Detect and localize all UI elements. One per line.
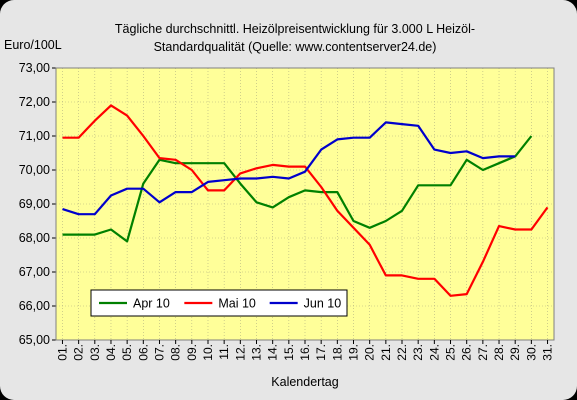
y-tick-label: 70,00 (19, 163, 50, 177)
x-tick-label: 28. (492, 344, 506, 361)
series-line-apr-10 (62, 135, 533, 243)
x-tick-label: 22. (395, 344, 409, 361)
x-tick-label: 13. (249, 344, 263, 361)
legend-label: Jun 10 (304, 297, 342, 311)
x-tick-label: 15. (282, 344, 296, 361)
x-tick-label: 07. (152, 344, 166, 361)
x-tick-label: 02. (72, 344, 86, 361)
x-tick-label: 08. (169, 344, 183, 361)
x-tick-label: 11. (217, 344, 231, 360)
x-tick-label: 31. (541, 344, 555, 361)
x-tick-label: 16. (298, 344, 312, 361)
y-tick-label: 73,00 (19, 61, 50, 75)
x-tick-label: 30. (524, 344, 538, 361)
x-tick-label: 18. (330, 344, 344, 361)
x-tick-label: 23. (411, 344, 425, 361)
x-tick-label: 20. (363, 344, 377, 361)
series-line-jun-10 (62, 121, 516, 216)
y-tick-label: 67,00 (19, 265, 50, 279)
x-tick-label: 26. (460, 344, 474, 361)
y-tick-label: 68,00 (19, 231, 50, 245)
y-axis-label: Euro/100L (4, 38, 62, 52)
y-tick-label: 65,00 (19, 333, 50, 347)
x-tick-label: 29. (508, 344, 522, 361)
x-tick-label: 10. (201, 344, 215, 361)
chart-title-line-1: Tägliche durchschnittl. Heizölpreisentwi… (114, 22, 476, 36)
y-tick-label: 66,00 (19, 299, 50, 313)
x-tick-label: 25. (444, 344, 458, 361)
y-tick-label: 69,00 (19, 197, 50, 211)
x-tick-label: 09. (185, 344, 199, 361)
x-axis-title: Kalendertag (271, 375, 338, 389)
x-tick-label: 27. (476, 344, 490, 361)
x-tick-label: 03. (88, 344, 102, 361)
y-tick-label: 71,00 (19, 129, 50, 143)
x-tick-label: 21. (379, 344, 393, 361)
legend-label: Apr 10 (133, 297, 170, 311)
chart-title: Tägliche durchschnittl. Heizölpreisentwi… (60, 20, 530, 56)
legend-label: Mai 10 (218, 297, 256, 311)
x-tick-label: 24. (427, 344, 441, 361)
x-tick-label: 06. (136, 344, 150, 361)
x-tick-label: 14. (266, 344, 280, 361)
chart-title-line-2: Standardqualität (Quelle: www.contentser… (153, 40, 437, 54)
x-tick-label: 04. (104, 344, 118, 361)
x-tick-label: 17. (314, 344, 328, 361)
x-tick-label: 12. (233, 344, 247, 361)
series-line-mai-10 (62, 104, 549, 297)
legend-box (90, 289, 348, 317)
x-tick-label: 05. (120, 344, 134, 361)
y-tick-label: 72,00 (19, 95, 50, 109)
x-tick-label: 01. (55, 344, 69, 361)
x-tick-label: 19. (347, 344, 361, 361)
